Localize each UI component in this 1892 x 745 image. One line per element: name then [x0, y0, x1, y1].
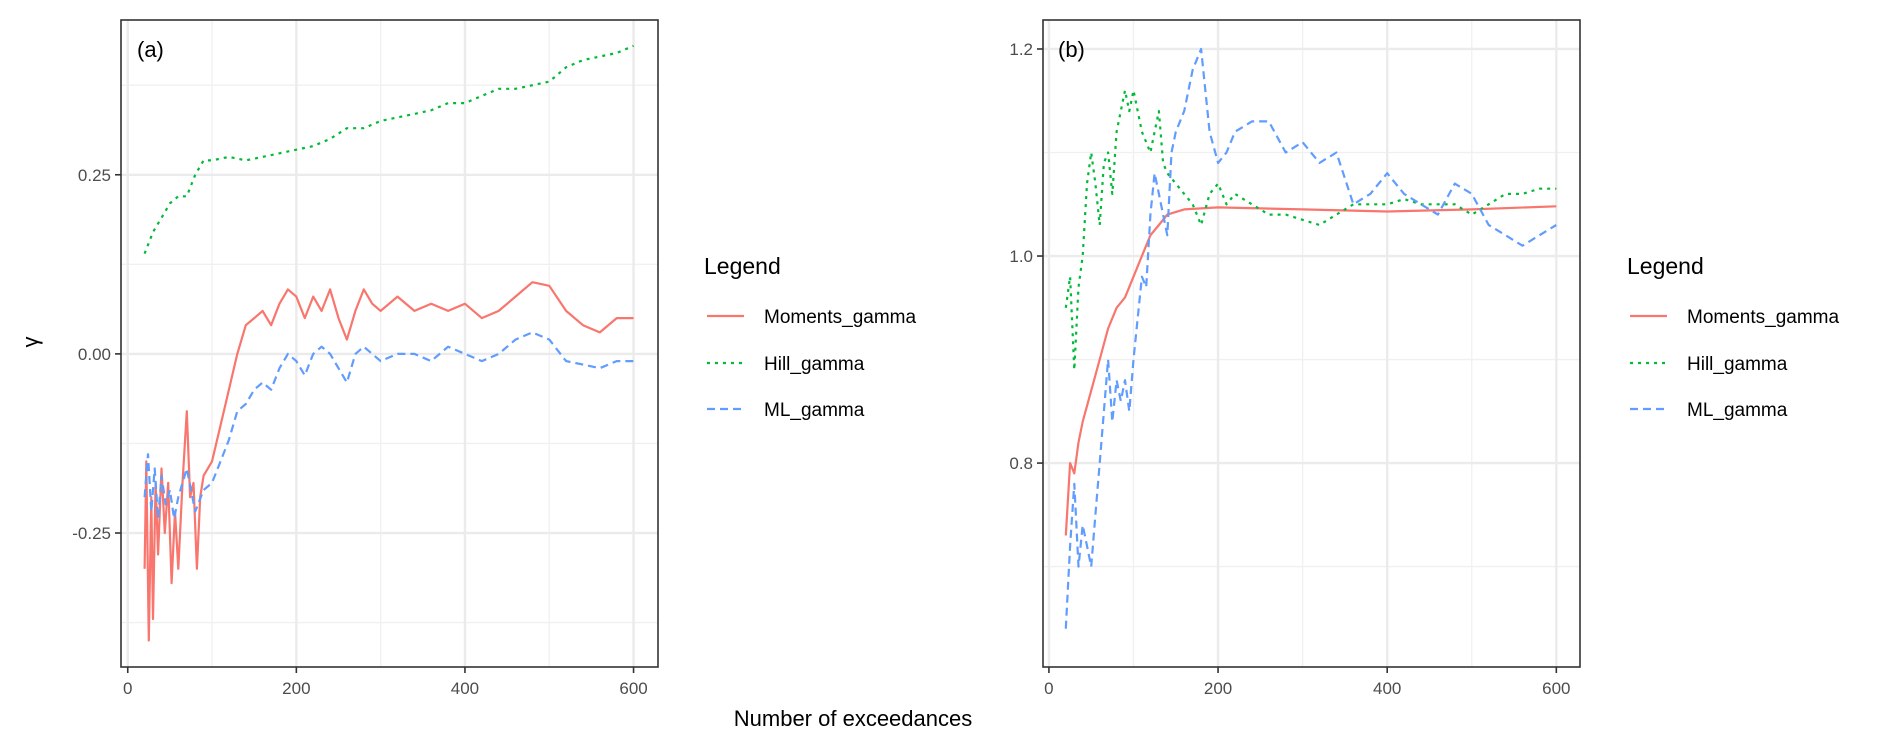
- panel-b: 0.8 1.0 1.2 0 200 400 600: [1009, 19, 1581, 698]
- plot-border: [120, 19, 659, 668]
- x-axis-title: Number of exceedances: [734, 706, 972, 731]
- legend-label-ml: ML_gamma: [1687, 400, 1788, 421]
- y-tick-label: 0.25: [78, 166, 111, 185]
- y-tick-label: 1.0: [1009, 247, 1033, 266]
- panel-label-a: (a): [137, 37, 164, 62]
- legend-title: Legend: [704, 253, 781, 279]
- series-line-ml-gamma: [143, 331, 634, 520]
- y-tick-label: 1.2: [1009, 40, 1033, 59]
- legend-label-moments: Moments_gamma: [1687, 307, 1839, 328]
- legend-label-moments: Moments_gamma: [764, 307, 916, 328]
- x-tick-label: 0: [123, 679, 132, 698]
- series-line-hill-gamma: [143, 44, 635, 255]
- panel-label-b: (b): [1058, 37, 1085, 62]
- y-tick-label: 0.8: [1009, 454, 1033, 473]
- panel-a: -0.25 0.00 0.25 0 200 400 600: [72, 19, 659, 698]
- y-axis-title: γ: [18, 337, 43, 348]
- series-line-ml-gamma: [1064, 47, 1557, 629]
- plot-border: [1042, 19, 1581, 668]
- legend-a: Legend Moments_gamma Hill_gamma ML_gamma: [704, 253, 916, 421]
- series-line-moments-gamma: [143, 281, 634, 642]
- legend-title: Legend: [1627, 253, 1704, 279]
- x-tick-label: 600: [1542, 679, 1570, 698]
- legend-label-hill: Hill_gamma: [1687, 354, 1788, 375]
- plot-background: [121, 20, 658, 667]
- legend-label-hill: Hill_gamma: [764, 354, 865, 375]
- y-tick-label: 0.00: [78, 345, 111, 364]
- x-tick-label: 400: [1373, 679, 1401, 698]
- x-tick-label: 600: [619, 679, 647, 698]
- series-line-hill-gamma: [1064, 89, 1557, 371]
- x-tick-label: 200: [282, 679, 310, 698]
- series-line-moments-gamma: [1064, 205, 1557, 536]
- legend-b: Legend Moments_gamma Hill_gamma ML_gamma: [1627, 253, 1839, 421]
- x-tick-label: 400: [451, 679, 479, 698]
- x-tick-label: 200: [1204, 679, 1232, 698]
- legend-label-ml: ML_gamma: [764, 400, 865, 421]
- plot-background: [1043, 20, 1580, 667]
- x-tick-label: 0: [1044, 679, 1053, 698]
- y-tick-label: -0.25: [72, 524, 111, 543]
